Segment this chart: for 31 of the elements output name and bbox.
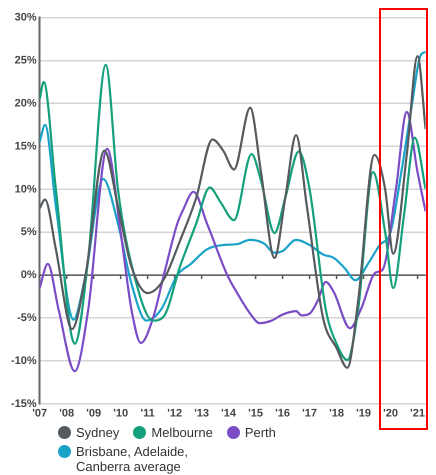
x-tick-label: '08 (59, 407, 74, 420)
y-tick-label: -5% (17, 312, 37, 324)
x-tick-label: '14 (221, 407, 237, 420)
x-tick-label: '16 (275, 407, 290, 420)
x-tick-label: '07 (32, 407, 48, 420)
x-tick-label: '21 (410, 407, 425, 420)
y-tick-label: 0% (20, 269, 37, 282)
y-tick-label: -15% (10, 398, 37, 410)
x-tick-label: '10 (113, 407, 128, 420)
x-tick-label: '19 (356, 407, 371, 420)
x-tick-label: '11 (140, 407, 155, 420)
y-tick-label: 15% (14, 140, 37, 152)
legend-label: Brisbane, Adelaide, Canberra average (76, 444, 190, 474)
legend-label: Melbourne (151, 425, 213, 440)
legend-label: Sydney (76, 425, 120, 440)
x-tick-label: '12 (167, 407, 182, 420)
y-tick-label: -10% (10, 354, 37, 367)
x-tick-label: '15 (248, 407, 264, 420)
line-series (40, 50, 426, 322)
x-tick-label: '18 (329, 407, 344, 420)
y-tick-label: 20% (14, 97, 37, 110)
x-tick-label: '17 (302, 407, 318, 420)
y-tick-label: 30% (14, 12, 37, 24)
y-tick-label: 25% (14, 54, 37, 67)
y-tick-label: 10% (14, 183, 37, 196)
x-tick-label: '20 (383, 407, 398, 420)
x-tick-label: '09 (86, 407, 102, 420)
line-series (40, 110, 426, 372)
legend-label: Perth (244, 425, 276, 440)
x-tick-label: '13 (194, 407, 210, 420)
y-tick-label: 5% (20, 226, 37, 238)
